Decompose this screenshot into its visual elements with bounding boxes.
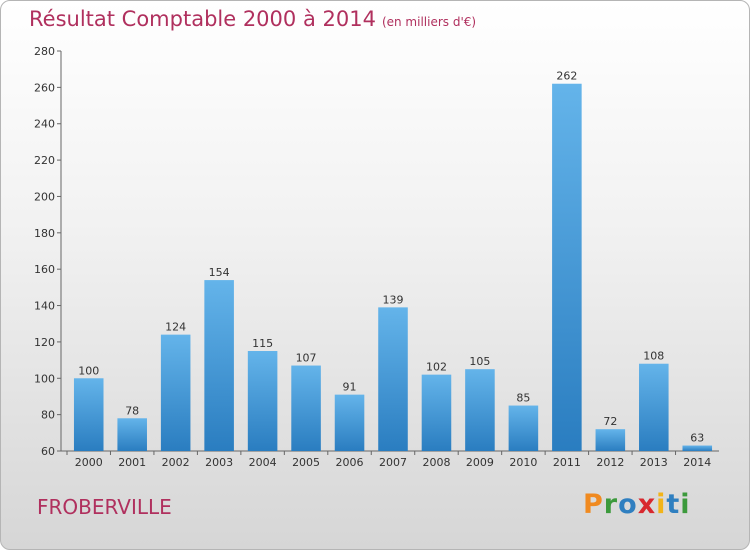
value-label-2010: 85 bbox=[516, 392, 530, 405]
value-label-2012: 72 bbox=[603, 415, 617, 428]
value-label-2011: 262 bbox=[556, 70, 577, 83]
x-tick-label-2002: 2002 bbox=[162, 456, 190, 469]
value-label-2014: 63 bbox=[690, 432, 704, 445]
x-tick-label-2000: 2000 bbox=[75, 456, 103, 469]
value-label-2013: 108 bbox=[643, 350, 664, 363]
bar-2011 bbox=[552, 83, 582, 452]
y-tick-label: 220 bbox=[34, 154, 55, 167]
y-tick-label: 100 bbox=[34, 372, 55, 385]
y-tick-label: 280 bbox=[34, 45, 55, 58]
y-tick-label: 180 bbox=[34, 227, 55, 240]
x-tick-label-2009: 2009 bbox=[466, 456, 494, 469]
value-label-2003: 154 bbox=[209, 266, 230, 279]
y-tick-label: 260 bbox=[34, 81, 55, 94]
bar-2004 bbox=[247, 351, 278, 451]
y-tick-label: 140 bbox=[34, 300, 55, 313]
bar-2000 bbox=[73, 378, 104, 451]
x-tick-label-2007: 2007 bbox=[379, 456, 407, 469]
x-tick-label-2010: 2010 bbox=[509, 456, 537, 469]
bar-2007 bbox=[378, 307, 408, 451]
x-tick-label-2013: 2013 bbox=[640, 456, 668, 469]
x-tick-label-2011: 2011 bbox=[553, 456, 581, 469]
x-tick-label-2008: 2008 bbox=[422, 456, 450, 469]
bar-2009 bbox=[465, 369, 495, 451]
bar-2012 bbox=[595, 429, 626, 451]
x-tick-label-2004: 2004 bbox=[249, 456, 277, 469]
unit-label: (en milliers d'€) bbox=[381, 15, 477, 29]
value-label-2002: 124 bbox=[165, 321, 186, 334]
value-label-2008: 102 bbox=[426, 361, 447, 374]
y-tick-label: 200 bbox=[34, 190, 55, 203]
x-tick-label-2006: 2006 bbox=[336, 456, 364, 469]
bar-2008 bbox=[421, 374, 452, 451]
value-label-2001: 78 bbox=[125, 404, 139, 417]
value-label-2004: 115 bbox=[252, 337, 273, 350]
value-label-2006: 91 bbox=[343, 381, 357, 394]
bar-2010 bbox=[508, 405, 539, 451]
bar-2005 bbox=[291, 365, 321, 451]
bar-2001 bbox=[117, 418, 147, 451]
proxiti-logo[interactable]: Proxiti bbox=[583, 489, 691, 520]
y-tick-label: 120 bbox=[34, 336, 55, 349]
y-tick-label: 60 bbox=[41, 445, 55, 458]
y-tick-label: 240 bbox=[34, 118, 55, 131]
bar-2003 bbox=[204, 280, 234, 451]
y-tick-label: 80 bbox=[41, 409, 55, 422]
bar-2006 bbox=[334, 394, 365, 451]
x-tick-label-2014: 2014 bbox=[683, 456, 711, 469]
bar-2013 bbox=[639, 363, 669, 451]
bar-2002 bbox=[160, 334, 191, 451]
y-tick-label: 160 bbox=[34, 263, 55, 276]
town-name: FROBERVILLE bbox=[37, 495, 172, 519]
x-tick-label-2005: 2005 bbox=[292, 456, 320, 469]
value-label-2000: 100 bbox=[78, 364, 99, 377]
bar-2014 bbox=[682, 445, 713, 451]
chart-title: Résultat Comptable 2000 à 2014 (en millie… bbox=[29, 7, 477, 31]
value-label-2007: 139 bbox=[383, 293, 404, 306]
x-tick-label-2001: 2001 bbox=[118, 456, 146, 469]
value-label-2009: 105 bbox=[469, 355, 490, 368]
x-tick-label-2012: 2012 bbox=[596, 456, 624, 469]
x-tick-label-2003: 2003 bbox=[205, 456, 233, 469]
value-label-2005: 107 bbox=[296, 352, 317, 365]
